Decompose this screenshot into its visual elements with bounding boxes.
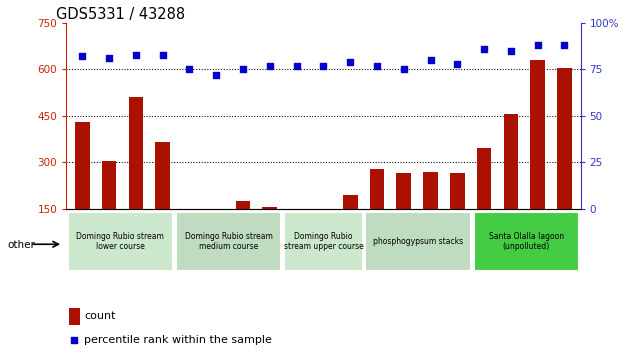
Bar (262, 207, 277, 255)
Bar (289, 212, 304, 255)
Bar (69, 308, 80, 325)
Point (506, 48, 516, 54)
Point (184, 67, 194, 72)
Point (104, 56, 114, 61)
Point (533, 42, 543, 48)
Point (399, 67, 409, 72)
Point (425, 57, 435, 63)
Bar (530, 60, 545, 255)
FancyBboxPatch shape (284, 212, 363, 271)
Bar (396, 173, 411, 255)
Bar (504, 114, 518, 255)
Point (265, 63, 275, 69)
Bar (155, 142, 170, 255)
Bar (129, 97, 143, 255)
Bar (343, 195, 358, 255)
Point (69, 337, 80, 343)
Bar (75, 122, 90, 255)
Text: percentile rank within the sample: percentile rank within the sample (85, 335, 272, 346)
Point (479, 46, 489, 52)
Text: other: other (8, 240, 35, 250)
Bar (450, 173, 464, 255)
Point (560, 42, 570, 48)
Text: Domingo Rubio
stream upper course: Domingo Rubio stream upper course (283, 232, 363, 251)
Bar (102, 161, 117, 255)
Point (318, 63, 328, 69)
Bar (557, 68, 572, 255)
Bar (182, 212, 197, 255)
Text: count: count (85, 312, 115, 321)
Bar (370, 169, 384, 255)
Bar (235, 201, 251, 255)
Bar (423, 172, 438, 255)
Point (238, 67, 248, 72)
Text: Domingo Rubio stream
lower course: Domingo Rubio stream lower course (76, 232, 164, 251)
Text: Domingo Rubio stream
medium course: Domingo Rubio stream medium course (185, 232, 273, 251)
Bar (209, 212, 223, 255)
Point (158, 52, 168, 57)
Bar (316, 210, 331, 255)
Text: phosphogypsum stacks: phosphogypsum stacks (373, 237, 463, 246)
FancyBboxPatch shape (68, 212, 173, 271)
Point (372, 63, 382, 69)
Point (211, 72, 221, 78)
Point (292, 63, 302, 69)
FancyBboxPatch shape (474, 212, 579, 271)
Point (345, 59, 355, 65)
Point (131, 52, 141, 57)
FancyBboxPatch shape (176, 212, 281, 271)
Point (452, 61, 463, 67)
Text: GDS5331 / 43288: GDS5331 / 43288 (56, 7, 185, 22)
FancyBboxPatch shape (365, 212, 471, 271)
Text: Santa Olalla lagoon
(unpolluted): Santa Olalla lagoon (unpolluted) (489, 232, 564, 251)
Bar (477, 148, 492, 255)
Point (77, 53, 87, 59)
